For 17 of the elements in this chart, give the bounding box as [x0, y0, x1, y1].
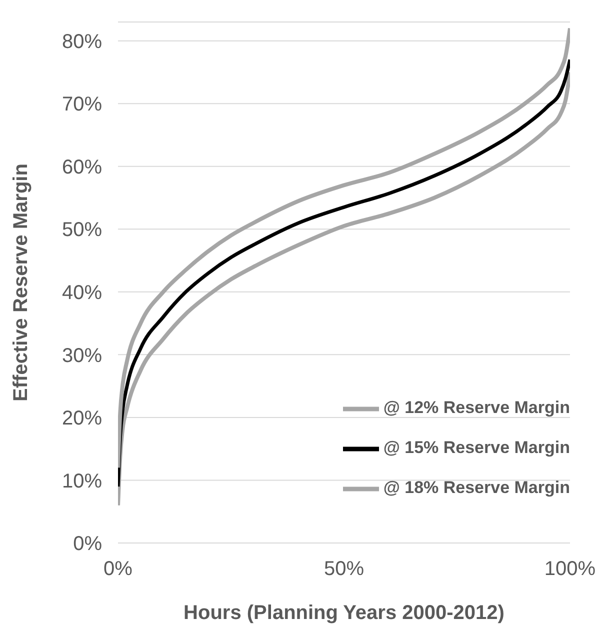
y-tick-label: 60%: [62, 156, 102, 178]
y-tick-label: 80%: [62, 30, 102, 53]
x-tick-label: 100%: [544, 558, 596, 580]
legend-label: @ 12% Reserve Margin: [383, 398, 570, 417]
x-axis-title: Hours (Planning Years 2000-2012): [184, 602, 504, 624]
x-tick-label: 0%: [104, 558, 133, 580]
y-tick-label: 30%: [62, 344, 102, 367]
y-tick-label: 10%: [62, 470, 102, 492]
y-tick-label: 0%: [73, 533, 102, 556]
y-tick-label: 70%: [62, 94, 102, 116]
y-axis-title: Effective Reserve Margin: [10, 164, 32, 402]
y-tick-label: 20%: [62, 408, 102, 430]
y-tick-label: 40%: [62, 282, 102, 304]
x-tick-label: 50%: [324, 558, 364, 580]
legend-label: @ 18% Reserve Margin: [383, 478, 570, 497]
y-tick-label: 50%: [62, 219, 102, 242]
legend-label: @ 15% Reserve Margin: [383, 438, 570, 457]
